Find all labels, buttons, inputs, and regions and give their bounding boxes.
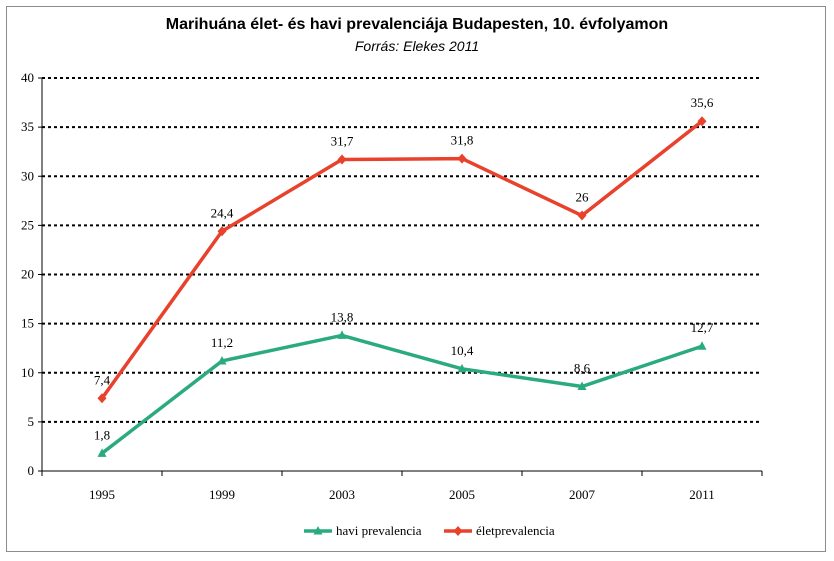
data-point (697, 341, 707, 350)
data-label: 8,6 (574, 361, 591, 376)
y-tick-label: 35 (21, 119, 34, 134)
legend-marker (453, 526, 463, 536)
data-point (457, 153, 467, 164)
data-label: 12,7 (691, 320, 714, 335)
series-line (100, 119, 704, 400)
data-label: 26 (576, 190, 590, 205)
data-point (337, 330, 347, 339)
data-point (97, 393, 107, 404)
data-point (457, 363, 467, 373)
y-tick-label: 20 (21, 267, 34, 282)
data-label: 24,4 (211, 205, 234, 220)
legend-label: havi prevalencia (336, 523, 422, 538)
y-tick-label: 10 (21, 365, 34, 380)
data-point (97, 448, 107, 457)
data-label: 10,4 (451, 343, 474, 358)
data-point (697, 116, 707, 127)
x-tick-label: 2011 (689, 487, 715, 502)
chart-frame (6, 6, 826, 552)
y-tick-label: 25 (21, 217, 34, 232)
y-tick-label: 5 (28, 414, 35, 429)
y-tick-label: 40 (21, 70, 34, 85)
legend-label: életprevalencia (476, 523, 555, 538)
data-label: 13,8 (331, 309, 354, 324)
data-point (577, 381, 587, 391)
data-point (217, 226, 227, 237)
data-label: 31,7 (331, 134, 354, 149)
data-point (577, 210, 587, 221)
x-tick-label: 1999 (209, 487, 235, 502)
data-point (337, 154, 347, 165)
y-tick-label: 0 (28, 463, 35, 478)
x-tick-label: 2005 (449, 487, 475, 502)
chart-title: Marihuána élet- és havi prevalenciája Bu… (165, 16, 669, 33)
y-tick-label: 15 (21, 316, 34, 331)
series-line (100, 333, 703, 455)
data-label: 1,8 (94, 427, 110, 442)
x-tick-label: 2003 (329, 487, 355, 502)
data-label: 7,4 (94, 372, 111, 387)
x-tick-label: 1995 (89, 487, 115, 502)
y-tick-label: 30 (21, 168, 34, 183)
data-label: 11,2 (211, 335, 233, 350)
legend-marker (313, 526, 323, 535)
data-point (217, 355, 227, 365)
data-label: 35,6 (691, 95, 714, 110)
data-label: 31,8 (451, 133, 474, 148)
x-tick-label: 2007 (569, 487, 596, 502)
chart-subtitle: Forrás: Elekes 2011 (354, 38, 480, 54)
